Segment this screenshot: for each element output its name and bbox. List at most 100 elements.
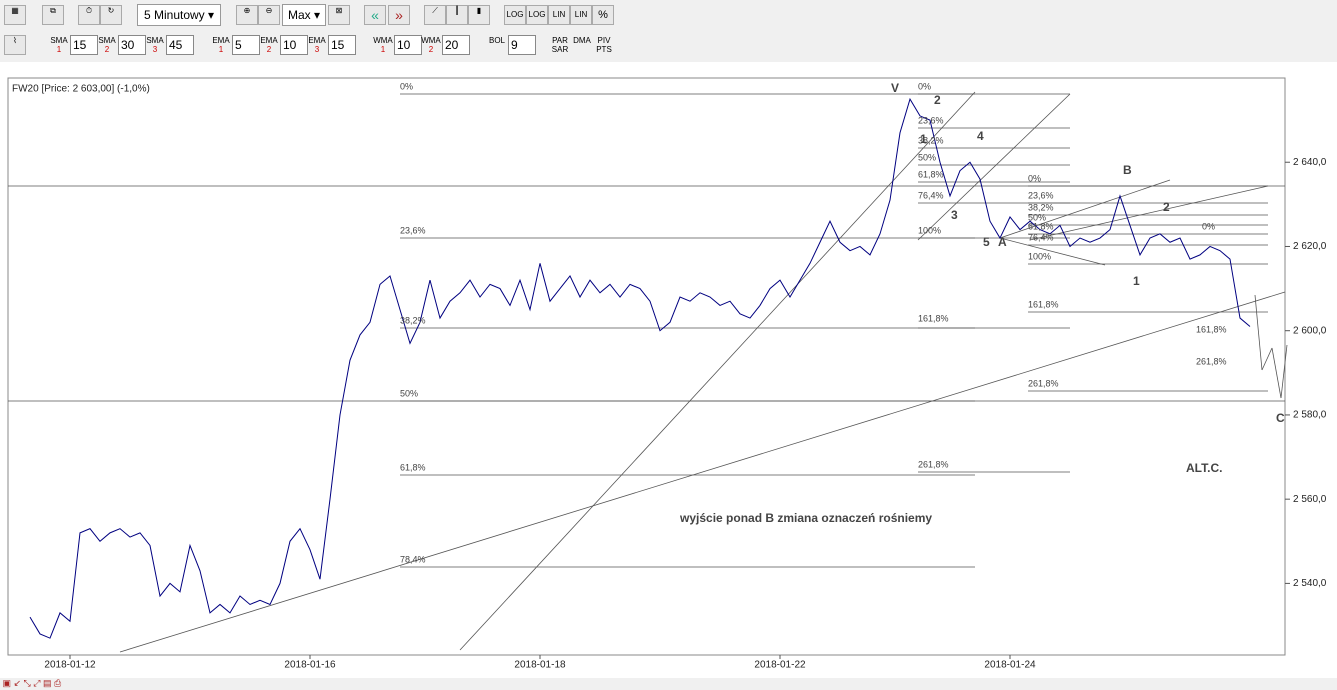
fib-label: 61,8% bbox=[1028, 221, 1054, 231]
fib-label: 100% bbox=[1028, 251, 1051, 261]
icon[interactable]: ⏱ bbox=[78, 5, 100, 25]
interval-select[interactable]: 5 Minutowy ▾ bbox=[137, 4, 221, 26]
x-tick-label: 2018-01-16 bbox=[284, 660, 336, 671]
fib-label: 261,8% bbox=[1196, 356, 1227, 366]
indicator-bar: ⌇ SMA 1 15 SMA 2 30 SMA 3 45 EMA 1 5 EMA 2 10 EMA 3 15 WMA… bbox=[0, 30, 1337, 58]
wave-label: A bbox=[998, 235, 1007, 249]
fib-label: 38,2% bbox=[400, 315, 426, 325]
forward[interactable]: » bbox=[388, 5, 410, 25]
range-select[interactable]: Max ▾ bbox=[282, 4, 326, 26]
indicator-input[interactable]: 15 bbox=[70, 35, 98, 55]
fib-label: 78,4% bbox=[400, 554, 426, 564]
chart-title: FW20 [Price: 2 603,00] (-1,0%) bbox=[12, 84, 150, 95]
drawing-line bbox=[1271, 347, 1282, 399]
icon[interactable]: ↻ bbox=[100, 5, 122, 25]
indicator-toggle[interactable]: PAR SAR bbox=[551, 36, 569, 54]
indicator-label: SMA bbox=[50, 36, 68, 45]
drawing-line bbox=[1261, 347, 1273, 371]
indicator-name[interactable]: EMA 2 bbox=[258, 36, 280, 54]
indicator-name[interactable]: EMA 3 bbox=[306, 36, 328, 54]
lin[interactable]: LIN bbox=[548, 5, 570, 25]
fib-label: 61,8% bbox=[918, 169, 944, 179]
fib-label: 0% bbox=[1028, 173, 1041, 183]
x-tick-label: 2018-01-18 bbox=[514, 660, 566, 671]
wave-label: 1 bbox=[920, 132, 927, 146]
indicator-input[interactable]: 9 bbox=[508, 35, 536, 55]
zoom-out[interactable]: ⊖ bbox=[258, 5, 280, 25]
wave-label: 1 bbox=[1133, 274, 1140, 288]
indicator-toggle[interactable]: PIV PTS bbox=[596, 36, 612, 54]
wave-label: ALT.C. bbox=[1186, 461, 1222, 475]
icon[interactable]: ▦ bbox=[4, 5, 26, 25]
indicator-sub: 3 bbox=[314, 45, 320, 54]
line-chart[interactable]: ⟋ bbox=[424, 5, 446, 25]
wave-label: 4 bbox=[977, 129, 984, 143]
icon[interactable]: ⊠ bbox=[328, 5, 350, 25]
chart: FW20 [Price: 2 603,00] (-1,0%) 2 540,0 2 … bbox=[0, 62, 1337, 678]
indicator-input[interactable]: 5 bbox=[232, 35, 260, 55]
lin[interactable]: LIN bbox=[570, 5, 592, 25]
indicator-name[interactable]: SMA 3 bbox=[144, 36, 166, 54]
wave-label: C bbox=[1276, 411, 1285, 425]
drawing-line bbox=[459, 91, 976, 651]
fib-label: 100% bbox=[918, 225, 941, 235]
y-tick-label: 2 620,0 bbox=[1293, 241, 1327, 252]
log[interactable]: LOG bbox=[526, 5, 548, 25]
zoom-in[interactable]: ⊕ bbox=[236, 5, 258, 25]
drawing-line bbox=[999, 237, 1106, 266]
log[interactable]: LOG bbox=[504, 5, 526, 25]
indicator-label: EMA bbox=[308, 36, 326, 45]
back[interactable]: « bbox=[364, 5, 386, 25]
indicator-label: EMA bbox=[260, 36, 278, 45]
fib-label: 76,4% bbox=[918, 190, 944, 200]
status-bar: ▣ ↙ ⤡ ⤢ ▤ ⎙ bbox=[0, 678, 1337, 690]
indicator-sub: 1 bbox=[218, 45, 224, 54]
indicator-sub: 2 bbox=[104, 45, 110, 54]
indicator-name[interactable]: SMA 1 bbox=[48, 36, 70, 54]
y-tick-label: 2 580,0 bbox=[1293, 410, 1327, 421]
fib-label: 61,8% bbox=[400, 462, 426, 472]
indicator-name[interactable]: BOL bbox=[486, 36, 508, 45]
indicator-name[interactable]: EMA 1 bbox=[210, 36, 232, 54]
price-line bbox=[29, 97, 1251, 639]
indicator-label: SMA bbox=[146, 36, 164, 45]
icon[interactable]: ⧉ bbox=[42, 5, 64, 25]
indicator-input[interactable]: 15 bbox=[328, 35, 356, 55]
fib-label: 50% bbox=[1028, 212, 1046, 222]
candle-chart[interactable]: ▮ bbox=[468, 5, 490, 25]
indicator-label: WMA bbox=[421, 36, 441, 45]
fib-label: 38,2% bbox=[918, 135, 944, 145]
fib-label: 0% bbox=[400, 81, 413, 91]
indicator-input[interactable]: 20 bbox=[442, 35, 470, 55]
fib-label: 50% bbox=[918, 152, 936, 162]
icon[interactable]: ⌇ bbox=[4, 35, 26, 55]
indicator-sub: 3 bbox=[152, 45, 158, 54]
fib-label: 50% bbox=[400, 388, 418, 398]
indicator-label: BOL bbox=[488, 36, 505, 45]
fib-label: 23,6% bbox=[1028, 190, 1054, 200]
fib-label: 0% bbox=[918, 81, 931, 91]
indicator-input[interactable]: 45 bbox=[166, 35, 194, 55]
indicator-name[interactable]: WMA 2 bbox=[420, 36, 442, 54]
wave-label: 2 bbox=[1163, 200, 1170, 214]
toolbar: ▦ ⧉ ⏱ ↻ 5 Minutowy ▾ ⊕ ⊖ Max ▾ ⊠ « » ⟋ ┃… bbox=[0, 0, 1337, 28]
range: Max bbox=[287, 8, 311, 22]
indicator-sub: 1 bbox=[56, 45, 62, 54]
y-tick-label: 2 540,0 bbox=[1293, 578, 1327, 589]
indicator-name[interactable]: SMA 2 bbox=[96, 36, 118, 54]
drawing-line bbox=[999, 179, 1171, 239]
indicator-input[interactable]: 10 bbox=[280, 35, 308, 55]
wave-label: V bbox=[891, 81, 899, 95]
y-tick-label: 2 640,0 bbox=[1293, 157, 1327, 168]
drawing-line bbox=[917, 93, 1071, 241]
bar-chart[interactable]: ┃ bbox=[446, 5, 468, 25]
indicator-input[interactable]: 10 bbox=[394, 35, 422, 55]
wave-label: 2 bbox=[934, 93, 941, 107]
percent[interactable]: % bbox=[592, 5, 614, 25]
drawing-line bbox=[1280, 344, 1288, 399]
wave-label: 3 bbox=[951, 208, 958, 222]
indicator-toggle[interactable]: DMA bbox=[573, 36, 591, 45]
indicator-input[interactable]: 30 bbox=[118, 35, 146, 55]
indicator-name[interactable]: WMA 1 bbox=[372, 36, 394, 54]
